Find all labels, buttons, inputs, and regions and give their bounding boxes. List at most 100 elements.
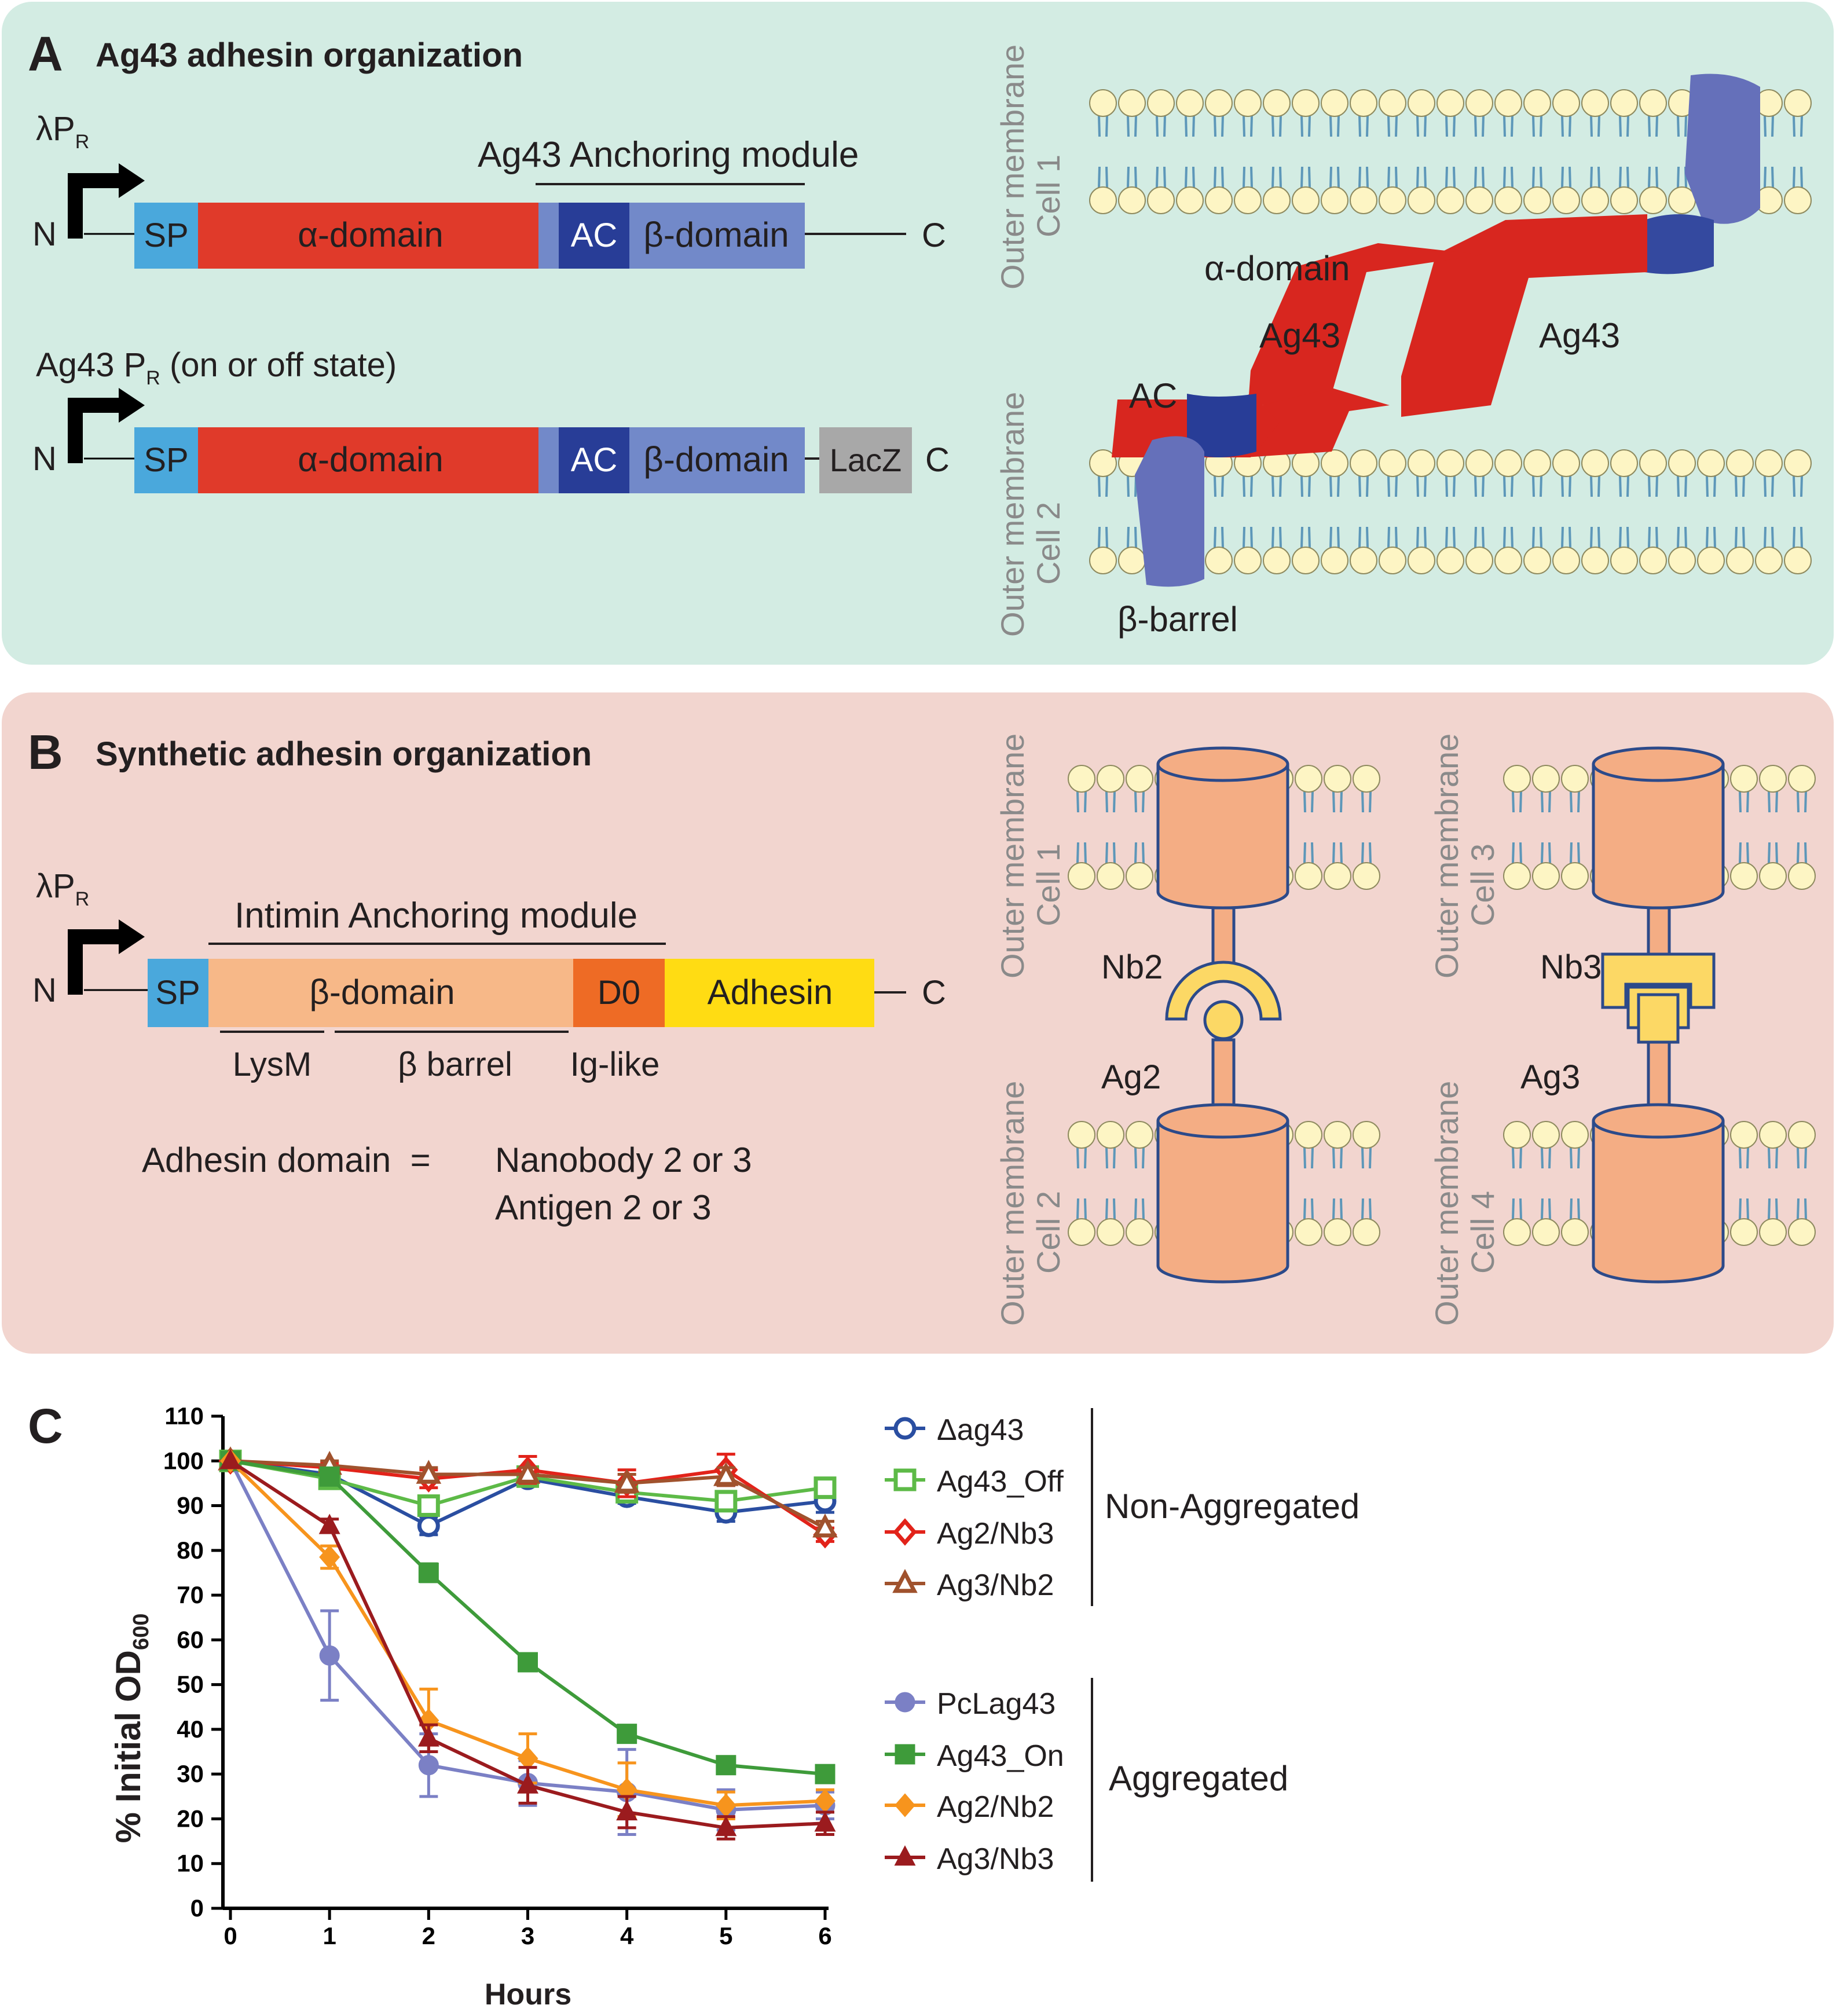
data-point bbox=[614, 1468, 640, 1493]
y-tick-label: 100 bbox=[163, 1447, 204, 1474]
legend-label: Ag43_Off bbox=[937, 1465, 1064, 1498]
beta-domain bbox=[208, 959, 573, 1027]
n-terminus: N bbox=[32, 440, 57, 478]
series-6 bbox=[220, 1449, 835, 1820]
ag43-right-label: Ag43 bbox=[1539, 316, 1620, 355]
od600-chart: 0 10 20 30 40 50 60 70 80 90 100 110 0 1 2 3 4 5 6 bbox=[163, 1402, 838, 1949]
series-7 bbox=[219, 1449, 836, 1841]
ag2-label: Ag2 bbox=[1101, 1058, 1161, 1096]
ag43-construct-1: λPR N Ag43 Anchoring module SP α-domain … bbox=[32, 110, 946, 269]
ag43-construct-2: Ag43 PR (on or off state) N SP α-domain … bbox=[32, 346, 950, 493]
y-tick-label: 70 bbox=[177, 1581, 204, 1608]
legend-label: PcLag43 bbox=[937, 1687, 1056, 1721]
n-terminus: N bbox=[32, 215, 57, 253]
membrane-label-cell2: Outer membrane Cell 2 bbox=[994, 1081, 1067, 1326]
chart-legend: Δag43 Ag43_Off Ag2/Nb3 Ag3/Nb2 PcLag43 Ag43_O… bbox=[885, 1413, 1064, 1876]
cylinder-bottom bbox=[1156, 1103, 1289, 1284]
d0-domain bbox=[573, 959, 665, 1027]
ac-top bbox=[1644, 214, 1714, 274]
adhesin-equation-line1: Nanobody 2 or 3 bbox=[495, 1141, 752, 1179]
data-point bbox=[715, 1816, 737, 1837]
sp-domain bbox=[134, 427, 198, 493]
ac-domain bbox=[559, 203, 629, 269]
legend-marker bbox=[895, 1793, 915, 1817]
ac-domain bbox=[559, 427, 629, 493]
membrane-label-cell4: Outer membrane Cell 4 bbox=[1428, 1081, 1501, 1326]
ag43-protein-structure bbox=[1112, 74, 1760, 587]
ac-label: AC bbox=[571, 441, 618, 479]
y-tick-label: 50 bbox=[177, 1671, 204, 1698]
promoter-arrow-icon bbox=[68, 929, 122, 995]
panel-b-letter: B bbox=[28, 725, 63, 779]
c-terminus: C bbox=[922, 217, 946, 254]
data-point bbox=[319, 1545, 340, 1570]
data-point bbox=[418, 1755, 439, 1776]
lysm-label: LysM bbox=[233, 1046, 312, 1083]
synthetic-construct: λPR N Intimin Anchoring module SP β-doma… bbox=[32, 867, 946, 1083]
panel-c: C 0 10 20 30 40 50 60 70 80 90 100 110 0 1 2 3 4 5 6 % Ini… bbox=[28, 1399, 1359, 2011]
data-point bbox=[814, 1811, 836, 1832]
series-3 bbox=[218, 1446, 838, 1538]
y-axis-label: % Initial OD600 bbox=[109, 1614, 153, 1843]
panel-a-title: Ag43 adhesin organization bbox=[96, 36, 523, 74]
data-point bbox=[812, 1513, 838, 1538]
legend-item: Ag43_Off bbox=[885, 1465, 1064, 1498]
svg-text:Cell 3: Cell 3 bbox=[1464, 844, 1501, 926]
beta-label: β-domain bbox=[643, 440, 789, 479]
y-tick-label: 30 bbox=[177, 1760, 204, 1787]
svg-text:Cell 2: Cell 2 bbox=[1030, 1191, 1067, 1274]
intimin-pair-2: Nb3 Ag3 bbox=[1520, 746, 1725, 1284]
antigen-ag3-icon bbox=[1637, 993, 1680, 1044]
panel-c-letter: C bbox=[28, 1399, 63, 1453]
legend-item: Ag3/Nb3 bbox=[885, 1842, 1054, 1876]
sp-domain bbox=[148, 959, 208, 1027]
panel-a-letter: A bbox=[28, 27, 63, 81]
data-point bbox=[319, 1645, 340, 1666]
ag43-left-label: Ag43 bbox=[1259, 316, 1340, 355]
alpha-label: α-domain bbox=[298, 215, 443, 254]
sp-label: SP bbox=[144, 217, 188, 254]
legend-item: Ag3/Nb2 bbox=[885, 1568, 1054, 1602]
legend-marker bbox=[894, 1845, 916, 1866]
d0-label: D0 bbox=[598, 974, 640, 1011]
svg-text:Outer membrane: Outer membrane bbox=[1428, 1081, 1465, 1326]
data-point bbox=[616, 1800, 638, 1821]
x-axis-label: Hours bbox=[485, 1978, 571, 2011]
alpha-label: α-domain bbox=[298, 440, 443, 479]
legend-item: Ag2/Nb2 bbox=[885, 1790, 1054, 1824]
promoter-label: Ag43 PR (on or off state) bbox=[36, 346, 397, 389]
lacz-domain bbox=[819, 427, 912, 493]
x-tick-label: 6 bbox=[818, 1922, 831, 1949]
beta-barrel-label: β-barrel bbox=[1117, 600, 1238, 639]
promoter-arrow-icon bbox=[68, 173, 122, 239]
iglike-label: Ig-like bbox=[570, 1046, 660, 1083]
data-point bbox=[517, 1746, 538, 1771]
adhesin-equation-line2: Antigen 2 or 3 bbox=[495, 1188, 712, 1227]
c-terminus: C bbox=[925, 441, 950, 479]
data-point bbox=[713, 1462, 739, 1486]
data-point bbox=[417, 1726, 439, 1747]
panel-b: B Synthetic adhesin organization λPR N I… bbox=[2, 692, 1834, 1354]
data-point bbox=[617, 1724, 637, 1744]
sp-label: SP bbox=[144, 441, 188, 479]
x-tick-label: 2 bbox=[422, 1922, 435, 1949]
adhesin-equation-left: Adhesin domain = bbox=[142, 1141, 431, 1179]
x-tick-label: 4 bbox=[620, 1922, 634, 1949]
promoter-label: λPR bbox=[36, 867, 89, 910]
data-point bbox=[716, 1755, 736, 1776]
barrel-label: β barrel bbox=[398, 1046, 512, 1083]
panel-a-background bbox=[2, 2, 1834, 665]
nb3-label: Nb3 bbox=[1540, 948, 1602, 986]
promoter-arrowhead-icon bbox=[119, 919, 145, 954]
x-tick-label: 0 bbox=[223, 1922, 237, 1949]
alpha-domain bbox=[198, 203, 538, 269]
svg-text:Cell 1: Cell 1 bbox=[1030, 155, 1067, 237]
data-point bbox=[418, 1562, 439, 1583]
beta-barrel-top bbox=[1685, 74, 1760, 224]
legend-marker bbox=[895, 1744, 915, 1765]
data-point bbox=[417, 1514, 440, 1537]
legend-label: Ag3/Nb3 bbox=[937, 1842, 1054, 1876]
promoter-arrowhead-icon bbox=[119, 163, 145, 198]
n-terminus: N bbox=[32, 972, 57, 1009]
legend-item: Ag2/Nb3 bbox=[885, 1517, 1054, 1551]
